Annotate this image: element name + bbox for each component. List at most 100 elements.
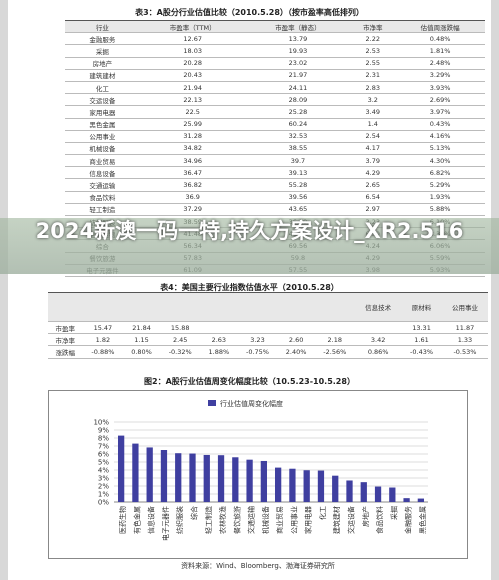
cell: [237, 292, 278, 322]
bar: [146, 447, 153, 502]
row: 交运设备 22.13 28.09 3.2 2.69%: [65, 93, 485, 107]
cell: [314, 321, 356, 335]
cell: [355, 321, 402, 335]
cell: 11.87: [441, 321, 488, 335]
cell: 家用电器: [65, 105, 140, 119]
x-tick-label: 农林牧渔: [218, 506, 227, 534]
cell: 3.97%: [395, 105, 485, 119]
row: 家用电器 22.5 25.28 3.49 3.97%: [65, 105, 485, 119]
bar: [403, 498, 410, 502]
cell: [123, 292, 160, 322]
cell: 3.23: [237, 333, 278, 347]
cell: [277, 321, 315, 335]
cell: 1.4: [350, 118, 396, 131]
cell: 55.28: [245, 178, 351, 192]
cell: 19.93: [245, 44, 351, 58]
cell: 信息技术: [355, 292, 402, 322]
bar: [332, 475, 339, 502]
row: 市盈率 15.47 21.84 15.88 13.31 11.87: [48, 321, 488, 335]
cell: 39.7: [245, 154, 351, 168]
cell: 2.55: [350, 57, 396, 70]
cell: -2.56%: [314, 345, 356, 359]
cell: 15.47: [82, 321, 124, 335]
cell: 21.97: [245, 69, 351, 82]
cell: [237, 321, 278, 335]
row: 市净率 1.82 1.15 2.45 2.63 3.23 2.60 2.18 3.42 1.61 1…: [48, 333, 488, 347]
cell: 13.31: [401, 321, 442, 335]
cell: 1.33: [441, 333, 488, 347]
y-tick-label: 7%: [98, 443, 109, 451]
cell: 0.48%: [395, 32, 485, 46]
y-tick-label: 5%: [98, 459, 109, 467]
x-tick-label: 交通运输: [247, 506, 256, 534]
y-tick-label: 0%: [98, 499, 109, 507]
cell: 22.5: [139, 105, 246, 119]
cell: 13.79: [245, 32, 351, 46]
cell: 市盈率（静态）: [245, 19, 351, 34]
cell: 12.67: [139, 32, 246, 46]
row: 化工 21.94 24.11 2.83 3.93%: [65, 81, 485, 95]
cell: 6.54: [350, 191, 396, 204]
bar: [360, 482, 367, 502]
cell: 21.84: [123, 321, 160, 335]
cell: [277, 292, 315, 322]
cell: 2.54: [350, 130, 396, 143]
y-tick-label: 1%: [98, 491, 109, 499]
table4-title: 表4：美国主要行业指数估值水平（2010.5.28）: [160, 283, 339, 292]
cell: 金融服务: [65, 32, 140, 46]
x-tick-label: 建筑建材: [332, 506, 341, 534]
cell: 市净率: [350, 19, 396, 34]
bar: [346, 480, 353, 502]
chart-frame: [48, 390, 468, 559]
x-tick-label: 有色金属: [132, 506, 141, 534]
cell: [159, 292, 201, 322]
bar: [246, 459, 253, 502]
cell: 3.93%: [395, 81, 485, 95]
row: 商业贸易 34.96 39.7 3.79 4.30%: [65, 154, 485, 168]
cell: 房地产: [65, 57, 140, 70]
cell: 39.13: [245, 166, 351, 180]
cell: 36.9: [139, 191, 246, 204]
y-tick-label: 9%: [98, 427, 109, 435]
cell: 2.22: [350, 32, 396, 46]
cell: 34.82: [139, 142, 246, 156]
chart: 资料来源：Wind、Bloomberg、渤海证券研究所 行业估值周变化幅度0%1…: [48, 390, 468, 570]
x-tick-label: 医药生物: [118, 506, 127, 534]
bar: [189, 453, 196, 502]
cell: 2.60: [277, 333, 315, 347]
cell: 4.29: [350, 166, 396, 180]
cell: 2.53: [350, 44, 396, 58]
x-tick-label: 机械设备: [261, 506, 270, 534]
x-tick-label: 化工: [318, 506, 327, 520]
cell: 涨跌幅: [48, 345, 83, 359]
cell: 轻工制造: [65, 203, 140, 217]
x-tick-label: 餐饮旅游: [232, 506, 241, 534]
cell: 2.83: [350, 81, 396, 95]
x-tick-label: 采掘: [389, 506, 398, 520]
cell: [82, 292, 124, 322]
bar: [232, 457, 239, 502]
cell: -0.43%: [401, 345, 442, 359]
banner: 2024新澳一码一特,持久方案设计_XR2.516: [0, 218, 499, 274]
x-tick-label: 纺织服装: [175, 506, 184, 534]
x-tick-label: 交运设备: [347, 506, 356, 534]
cell: 建筑建材: [65, 69, 140, 82]
cell: 行业: [65, 19, 140, 34]
cell: 采掘: [65, 44, 140, 58]
x-tick-label: 房地产: [361, 506, 370, 527]
x-tick-label: 电子元器件: [161, 506, 170, 541]
cell: 4.30%: [395, 154, 485, 168]
cell: 21.94: [139, 81, 246, 95]
row: 建筑建材 20.43 21.97 2.31 3.29%: [65, 69, 485, 82]
y-tick-label: 6%: [98, 451, 109, 459]
cell: 机械设备: [65, 142, 140, 156]
cell: [314, 292, 356, 322]
cell: 0.86%: [355, 345, 402, 359]
cell: 1.81%: [395, 44, 485, 58]
cell: 43.65: [245, 203, 351, 217]
row: 信息设备 36.47 39.13 4.29 6.82%: [65, 166, 485, 180]
x-tick-label: 金融服务: [404, 506, 413, 534]
y-tick-label: 4%: [98, 467, 109, 475]
cell: 信息设备: [65, 166, 140, 180]
